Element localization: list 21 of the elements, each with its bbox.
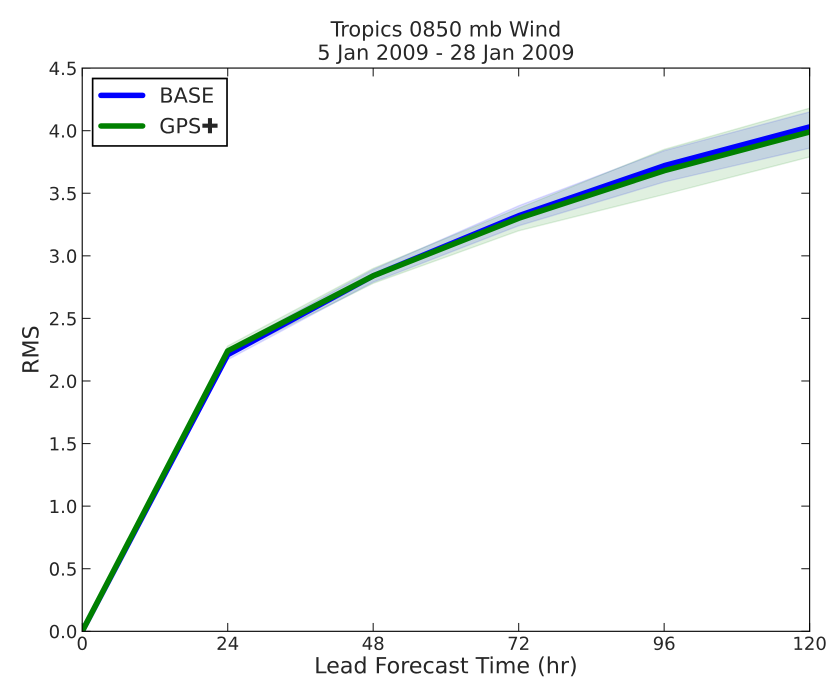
legend-label: GPS✚ xyxy=(160,118,218,134)
y-tick-label: 4.5 xyxy=(50,62,76,76)
x-axis-title: Lead Forecast Time (hr) xyxy=(316,656,576,676)
x-tick-label: 72 xyxy=(508,636,528,650)
y-tick-label: 2.0 xyxy=(50,374,76,388)
x-tick-label: 120 xyxy=(794,636,826,650)
y-axis-title: RMS xyxy=(22,326,39,372)
y-tick-label: 2.5 xyxy=(50,312,76,326)
y-tick-label: 0.0 xyxy=(50,624,76,638)
legend-label: BASE xyxy=(161,87,213,103)
x-tick-label: 48 xyxy=(362,636,384,650)
chart-title: Tropics 0850 mb Wind 5 Jan 2009 - 28 Jan 2009 xyxy=(318,20,574,64)
y-tick-label: 1.5 xyxy=(50,437,76,451)
y-tick-label: 3.5 xyxy=(50,186,76,200)
x-tick-label: 0 xyxy=(78,636,87,650)
y-tick-label: 3.0 xyxy=(50,249,76,263)
x-tick-label: 96 xyxy=(654,636,675,650)
y-tick-label: 0.5 xyxy=(50,562,76,576)
x-tick-label: 24 xyxy=(218,636,238,650)
y-tick-label: 1.0 xyxy=(50,500,76,514)
y-tick-label: 4.0 xyxy=(50,124,76,138)
